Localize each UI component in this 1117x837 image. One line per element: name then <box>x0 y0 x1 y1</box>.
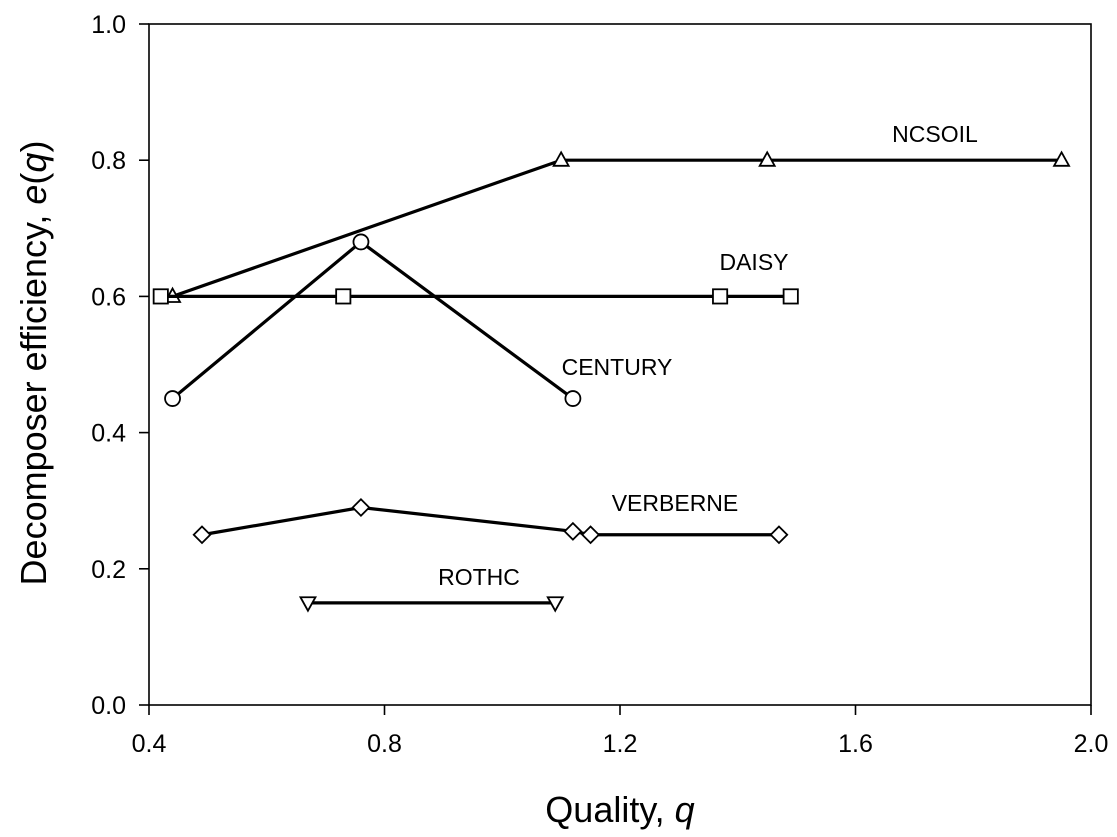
series-line-ncsoil <box>172 158 1062 298</box>
x-axis-title-text: Quality, <box>545 789 674 830</box>
axes: 0.4 0.8 1.2 1.6 2.0 0.0 0.2 0.4 0.6 0.8 1.0 <box>91 11 1108 758</box>
series-rothc <box>298 596 565 613</box>
data-point-square <box>712 288 729 305</box>
series-label-ncsoil: NCSOIL <box>892 121 978 147</box>
data-point-triangle-down <box>546 596 565 613</box>
y-axis-title-argument: q <box>13 153 54 173</box>
y-axis-title-paren-close: ) <box>13 141 54 153</box>
y-tick-label: 0.2 <box>91 556 126 584</box>
y-axis-title-text: Decomposer efficiency, <box>13 205 54 586</box>
data-point-circle <box>352 233 370 251</box>
data-point-triangle-up <box>1052 150 1071 167</box>
data-point-triangle-up <box>758 150 777 167</box>
data-point-diamond <box>769 525 789 545</box>
series-label-rothc: ROTHC <box>438 564 520 590</box>
x-axis-title: Quality, q <box>545 789 694 830</box>
x-tick-label: 0.8 <box>367 730 402 758</box>
data-point-triangle-down <box>298 596 317 613</box>
series-label-verberne: VERBERNE <box>612 490 739 516</box>
data-point-diamond <box>351 497 371 518</box>
data-point-diamond <box>563 521 583 541</box>
data-point-square <box>335 288 352 305</box>
x-axis-title-variable: q <box>675 789 695 830</box>
series-label-daisy: DAISY <box>719 249 788 275</box>
y-axis-title: Decomposer efficiency, e(q) <box>13 141 54 586</box>
y-axis-title-function: e <box>13 185 54 205</box>
data-point-square <box>782 288 799 305</box>
y-axis-title-paren-open: ( <box>13 173 54 185</box>
x-tick-label: 1.6 <box>838 730 873 758</box>
y-tick-label: 0.0 <box>91 692 126 720</box>
data-point-circle <box>564 390 582 407</box>
data-point-square <box>152 288 169 305</box>
x-tick-label: 0.4 <box>132 730 167 758</box>
x-tick-label: 2.0 <box>1074 730 1109 758</box>
series-group <box>152 150 1071 613</box>
y-tick-label: 0.6 <box>91 283 126 311</box>
data-point-diamond <box>581 525 601 545</box>
data-point-triangle-up <box>552 150 571 167</box>
x-tick-label: 1.2 <box>603 730 638 758</box>
series-label-century: CENTURY <box>562 354 673 380</box>
series-daisy <box>152 288 799 305</box>
y-tick-label: 1.0 <box>91 11 126 39</box>
series-century <box>164 233 582 407</box>
y-tick-label: 0.8 <box>91 147 126 175</box>
y-tick-label: 0.4 <box>91 420 126 448</box>
data-point-circle <box>164 390 181 407</box>
data-point-diamond <box>192 525 212 545</box>
series-labels: NCSOIL DAISY CENTURY VERBERNE ROTHC <box>438 121 978 590</box>
series-verberne <box>192 497 789 545</box>
